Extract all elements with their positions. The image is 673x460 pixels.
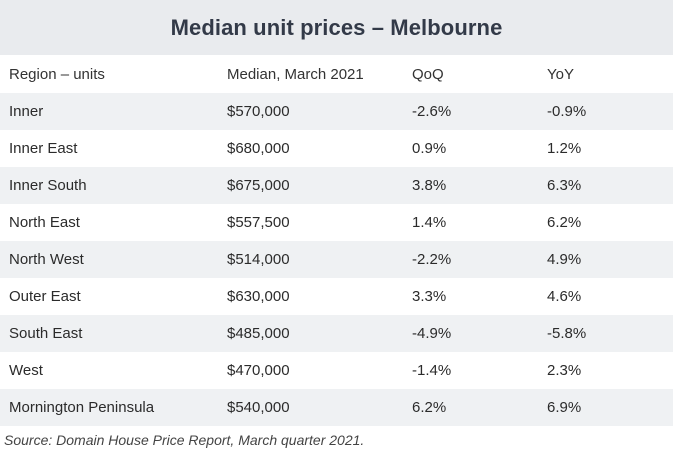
qoq-cell: -1.4% bbox=[403, 352, 538, 389]
qoq-cell: 6.2% bbox=[403, 389, 538, 426]
region-cell: Inner South bbox=[0, 167, 218, 204]
median-prices-table: Region – units Median, March 2021 QoQ Yo… bbox=[0, 55, 673, 426]
table-row: South East $485,000 -4.9% -5.8% bbox=[0, 315, 673, 352]
table-row: West $470,000 -1.4% 2.3% bbox=[0, 352, 673, 389]
column-header-yoy: YoY bbox=[538, 55, 673, 93]
yoy-cell: 2.3% bbox=[538, 352, 673, 389]
qoq-cell: -2.6% bbox=[403, 93, 538, 130]
table-row: North West $514,000 -2.2% 4.9% bbox=[0, 241, 673, 278]
yoy-cell: -0.9% bbox=[538, 93, 673, 130]
yoy-cell: 4.9% bbox=[538, 241, 673, 278]
region-cell: North West bbox=[0, 241, 218, 278]
yoy-cell: 1.2% bbox=[538, 130, 673, 167]
column-header-region: Region – units bbox=[0, 55, 218, 93]
median-cell: $470,000 bbox=[218, 352, 403, 389]
qoq-cell: 0.9% bbox=[403, 130, 538, 167]
qoq-cell: 1.4% bbox=[403, 204, 538, 241]
table-row: Inner East $680,000 0.9% 1.2% bbox=[0, 130, 673, 167]
yoy-cell: -5.8% bbox=[538, 315, 673, 352]
qoq-cell: -2.2% bbox=[403, 241, 538, 278]
source-note: Source: Domain House Price Report, March… bbox=[4, 432, 365, 448]
median-cell: $514,000 bbox=[218, 241, 403, 278]
table-row: North East $557,500 1.4% 6.2% bbox=[0, 204, 673, 241]
median-cell: $680,000 bbox=[218, 130, 403, 167]
table-header-row: Region – units Median, March 2021 QoQ Yo… bbox=[0, 55, 673, 93]
median-cell: $485,000 bbox=[218, 315, 403, 352]
region-cell: West bbox=[0, 352, 218, 389]
median-cell: $630,000 bbox=[218, 278, 403, 315]
region-cell: Outer East bbox=[0, 278, 218, 315]
table-row: Inner $570,000 -2.6% -0.9% bbox=[0, 93, 673, 130]
title-bar: Median unit prices – Melbourne bbox=[0, 0, 673, 55]
table-row: Mornington Peninsula $540,000 6.2% 6.9% bbox=[0, 389, 673, 426]
qoq-cell: -4.9% bbox=[403, 315, 538, 352]
region-cell: Mornington Peninsula bbox=[0, 389, 218, 426]
median-cell: $570,000 bbox=[218, 93, 403, 130]
region-cell: North East bbox=[0, 204, 218, 241]
region-cell: South East bbox=[0, 315, 218, 352]
median-cell: $675,000 bbox=[218, 167, 403, 204]
table-title: Median unit prices – Melbourne bbox=[170, 14, 503, 40]
qoq-cell: 3.3% bbox=[403, 278, 538, 315]
column-header-median: Median, March 2021 bbox=[218, 55, 403, 93]
region-cell: Inner East bbox=[0, 130, 218, 167]
median-cell: $557,500 bbox=[218, 204, 403, 241]
yoy-cell: 6.2% bbox=[538, 204, 673, 241]
median-cell: $540,000 bbox=[218, 389, 403, 426]
yoy-cell: 6.9% bbox=[538, 389, 673, 426]
yoy-cell: 6.3% bbox=[538, 167, 673, 204]
table-row: Outer East $630,000 3.3% 4.6% bbox=[0, 278, 673, 315]
column-header-qoq: QoQ bbox=[403, 55, 538, 93]
table-row: Inner South $675,000 3.8% 6.3% bbox=[0, 167, 673, 204]
region-cell: Inner bbox=[0, 93, 218, 130]
qoq-cell: 3.8% bbox=[403, 167, 538, 204]
yoy-cell: 4.6% bbox=[538, 278, 673, 315]
